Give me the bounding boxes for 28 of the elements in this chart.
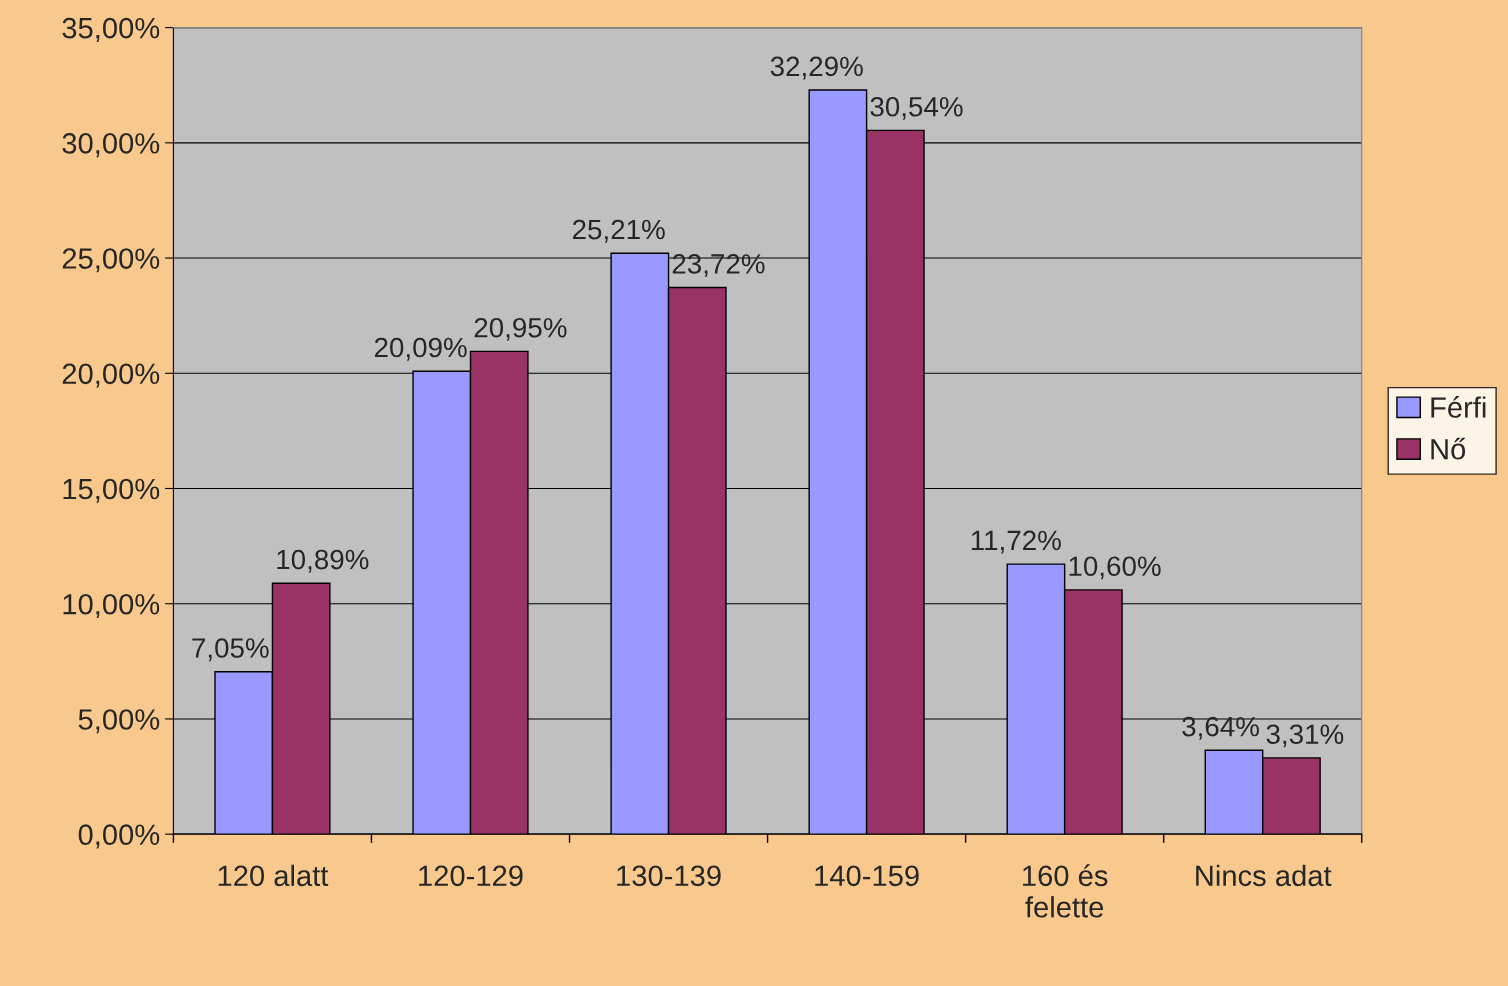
y-tick-label: 15,00% <box>63 478 160 503</box>
data-label: 20,95% <box>474 317 567 341</box>
data-label: 30,54% <box>870 96 963 120</box>
data-label: 23,72% <box>672 254 765 277</box>
y-tick-label: 0,00% <box>78 824 160 849</box>
y-tick-label: 5,00% <box>78 709 160 734</box>
y-tick-label: 10,00% <box>63 593 160 619</box>
data-label: 25,21% <box>572 219 665 243</box>
x-tick-label: 140-159 <box>815 865 919 887</box>
data-label: 11,72% <box>971 530 1061 554</box>
y-tick-label: 25,00% <box>62 248 160 273</box>
data-label: 20,09% <box>374 337 467 361</box>
y-tick-label: 30,00% <box>62 133 160 158</box>
data-label: 32,29% <box>770 56 863 80</box>
x-tick-label: 120-129 <box>419 865 523 887</box>
data-label: 3,31% <box>1266 724 1344 748</box>
data-label: 7,05% <box>192 638 269 662</box>
data-label: 10,60% <box>1069 556 1161 580</box>
legend-label: Nő <box>1431 437 1466 460</box>
data-label: 10,89% <box>277 549 369 573</box>
x-tick-label: Nincs adat <box>1196 864 1332 887</box>
data-label: 3,64% <box>1182 716 1259 740</box>
x-tick-label: 160 és felette <box>1023 864 1108 918</box>
y-tick-label: 35,00% <box>62 17 160 42</box>
x-tick-label: 130-139 <box>617 865 721 887</box>
x-tick-label: 120 alatt <box>218 864 329 887</box>
legend-label: Férfi <box>1431 396 1486 418</box>
y-tick-label: 20,00% <box>62 363 160 388</box>
